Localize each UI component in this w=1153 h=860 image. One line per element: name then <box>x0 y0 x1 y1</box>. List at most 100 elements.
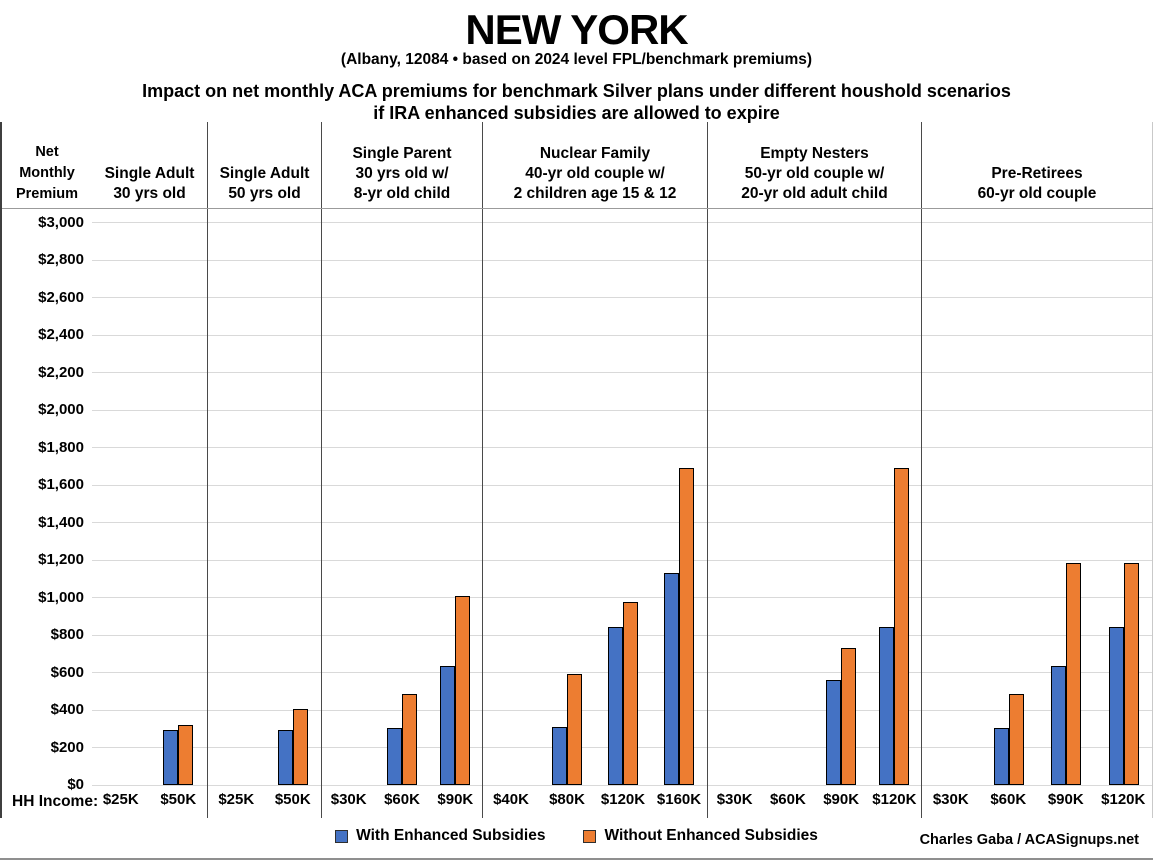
panel-header-line: Single Parent <box>352 145 452 162</box>
gridline <box>92 597 207 598</box>
scenario-panel: Single Adult 50 yrs old $25K $50K <box>207 122 321 818</box>
gridline <box>208 372 321 373</box>
page-subtitle: (Albany, 12084 • based on 2024 level FPL… <box>340 51 813 68</box>
bar-without-enhanced-subsidies <box>841 648 857 785</box>
legend-swatch <box>335 829 349 843</box>
gridline <box>322 634 482 636</box>
panel-header-line: Single Adult <box>219 165 310 182</box>
chart-heading: Impact on net monthly ACA premiums for b… <box>0 80 1153 124</box>
scenario-panel: Single Adult 30 yrs old $25K $50K <box>92 122 207 818</box>
income-label: $160K <box>656 791 702 808</box>
gridline <box>483 559 707 561</box>
legend-item: Without Enhanced Subsidies <box>583 827 818 845</box>
gridline <box>92 747 207 748</box>
gridline <box>708 634 921 636</box>
gridline <box>922 634 1152 636</box>
y-axis-title-line: Premium <box>15 186 79 202</box>
gridline <box>483 672 707 673</box>
gridline <box>708 447 921 448</box>
gridline <box>922 447 1152 448</box>
income-label: $25K <box>218 791 255 808</box>
y-axis-tick-label: $1,000 <box>38 588 84 606</box>
gridline <box>922 334 1152 336</box>
income-label: $60K <box>769 791 806 808</box>
gridline <box>92 522 207 523</box>
gridline <box>92 634 207 636</box>
chart-area: Net Monthly Premium $3,000 $2,800 $2,600 $2,40… <box>0 122 1153 818</box>
y-axis-tick-label: $1,800 <box>38 438 84 456</box>
gridline <box>708 747 921 748</box>
gridline <box>92 559 207 561</box>
gridline <box>208 559 321 561</box>
bar-without-enhanced-subsidies <box>1066 562 1082 785</box>
bar-with-enhanced-subsidies <box>993 727 1009 785</box>
bar-with-enhanced-subsidies <box>608 626 623 785</box>
gridline <box>208 522 321 523</box>
bar-with-enhanced-subsidies <box>879 626 895 785</box>
y-axis-tick-label: $1,400 <box>38 513 84 531</box>
bar-with-enhanced-subsidies <box>277 729 293 785</box>
income-label: $120K <box>600 791 646 808</box>
income-label: $50K <box>274 791 311 808</box>
hh-income-label: HH Income: <box>12 793 99 810</box>
credit-text: Charles Gaba / ACASignups.net <box>919 832 1139 848</box>
bar-with-enhanced-subsidies <box>664 573 679 785</box>
gridline <box>208 784 321 786</box>
gridline <box>922 222 1152 223</box>
gridline <box>92 297 207 298</box>
gridline <box>208 484 321 486</box>
y-axis-tick-label: $2,200 <box>38 363 84 381</box>
panel-header-line: Empty Nesters <box>760 145 869 162</box>
gridline <box>92 372 207 373</box>
panel-header-line: 50-yr old couple w/ <box>744 165 885 182</box>
panel-header: Single Parent 30 yrs old w/8-yr old child <box>322 122 482 208</box>
gridline <box>208 297 321 298</box>
gridline <box>483 484 707 486</box>
gridline <box>922 522 1152 523</box>
panel-header: Pre-Retirees 60-yr old couple <box>922 122 1152 208</box>
gridline <box>208 409 321 411</box>
income-label: $90K <box>1047 791 1084 808</box>
gridline <box>922 709 1152 711</box>
gridline <box>92 672 207 673</box>
gridline <box>922 297 1152 298</box>
panel-header-line: Pre-Retirees <box>991 165 1083 182</box>
bar-without-enhanced-subsidies <box>455 595 471 785</box>
gridline <box>208 747 321 748</box>
y-axis-tick-label: $2,800 <box>38 251 84 268</box>
gridline <box>922 784 1152 786</box>
bar-without-enhanced-subsidies <box>292 709 308 785</box>
panel-header: Single Adult 30 yrs old <box>92 122 207 208</box>
income-label: $90K <box>823 791 860 808</box>
panel-header-line: Single Adult <box>104 165 195 182</box>
gridline <box>322 522 482 523</box>
gridline <box>708 709 921 711</box>
income-label-row: $30K $60K $90K $120K <box>922 785 1152 818</box>
gridline <box>208 222 321 223</box>
gridline <box>483 522 707 523</box>
chart-heading-line1: Impact on net monthly ACA premiums for b… <box>142 81 1011 101</box>
panel-plot <box>483 208 707 786</box>
bar-with-enhanced-subsidies <box>826 680 842 785</box>
legend-label: Without Enhanced Subsidies <box>604 827 818 844</box>
gridline <box>322 784 482 786</box>
panel-header-line: 20-yr old adult child <box>741 185 888 202</box>
scenario-panel: Single Parent 30 yrs old w/8-yr old child… <box>321 122 482 818</box>
panel-header-line: 50 yrs old <box>228 185 301 202</box>
gridline <box>922 747 1152 748</box>
bar-with-enhanced-subsidies <box>1109 626 1125 785</box>
legend-swatch <box>583 829 597 843</box>
income-label-row: $30K $60K $90K <box>322 785 482 818</box>
panel-header: Empty Nesters 50-yr old couple w/20-yr ol… <box>708 122 921 208</box>
gridline <box>322 597 482 598</box>
y-axis-column: Net Monthly Premium $3,000 $2,800 $2,600 $2,40… <box>2 122 98 818</box>
gridline <box>322 334 482 336</box>
gridline <box>92 484 207 486</box>
gridline <box>322 372 482 373</box>
gridline <box>322 447 482 448</box>
legend-label: With Enhanced Subsidies <box>356 827 546 844</box>
bar-without-enhanced-subsidies <box>178 725 194 785</box>
gridline <box>708 334 921 336</box>
gridline <box>483 372 707 373</box>
